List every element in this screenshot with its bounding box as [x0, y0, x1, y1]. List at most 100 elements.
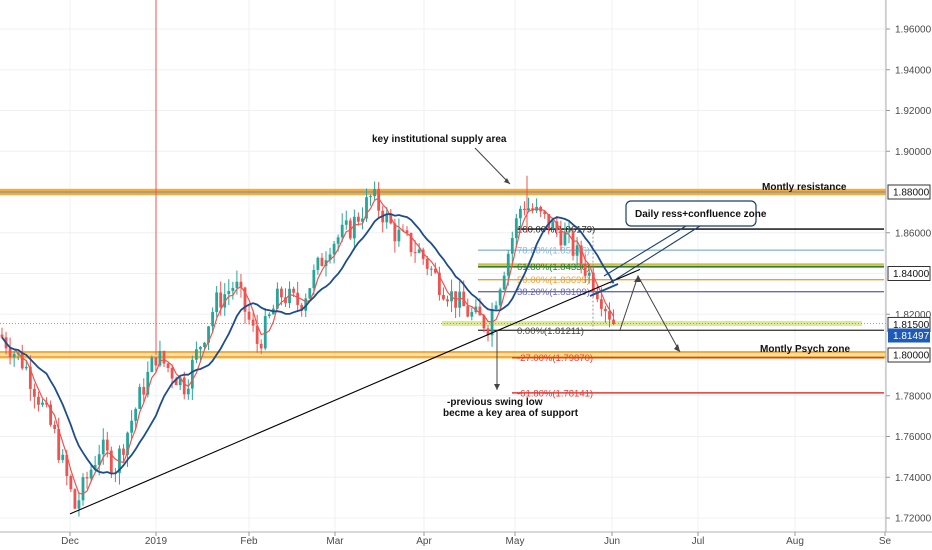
candle-body	[433, 268, 437, 273]
ascending-trendline	[69, 268, 641, 515]
candle-body	[211, 312, 214, 327]
candle-body	[308, 288, 312, 299]
candle-body	[49, 404, 52, 425]
candle-body	[361, 218, 364, 222]
time-tick-label: Apr	[416, 536, 432, 547]
annotation-psych-zone: Montly Psych zone	[760, 344, 850, 355]
annotation-support: becme a key area of support	[443, 408, 579, 419]
candle-body	[154, 357, 158, 366]
candle-body	[142, 386, 146, 395]
annotation-monthly-resistance: Montly resistance	[762, 182, 847, 193]
candle-body	[442, 294, 445, 300]
fib-level-label: 61.80%(1.84336)	[517, 262, 590, 273]
price-tag-label: 1.80000	[893, 351, 930, 362]
candle-body	[595, 292, 599, 300]
current-price-box	[888, 328, 930, 343]
candle-body	[134, 408, 138, 421]
candle-body	[519, 208, 522, 219]
candle-body	[336, 237, 340, 244]
arrow-head	[504, 178, 510, 184]
candle-body	[61, 454, 65, 460]
time-tick-label: Aug	[786, 536, 804, 547]
time-axis[interactable]: Dec 2019 Feb Mar Apr May Jun Jul Aug Se	[61, 532, 892, 547]
candle-body	[77, 500, 81, 509]
candle-body	[292, 288, 295, 293]
candle-body	[373, 188, 376, 197]
candle-body	[478, 306, 482, 316]
price-tag-box	[887, 266, 931, 281]
price-tag-label: 1.84000	[893, 269, 930, 280]
time-tick-label: Se	[879, 536, 892, 547]
candle-body	[409, 233, 413, 253]
candle-body	[320, 257, 324, 267]
candle-body	[53, 424, 57, 429]
candle-body	[45, 402, 48, 405]
fib-level-label: -27.00%(1.79870)	[517, 353, 593, 364]
candle-body	[207, 326, 210, 343]
candle-body	[304, 298, 308, 311]
candle-body	[41, 402, 44, 405]
candle-body	[587, 272, 591, 276]
candle-body	[466, 306, 470, 317]
candle-body	[57, 428, 61, 460]
candle-body	[300, 304, 304, 311]
annotation-daily-ress: Daily ress+confluence zone	[635, 209, 767, 220]
price-tag-box	[887, 347, 931, 363]
candle-body	[203, 342, 206, 348]
candle-body	[130, 420, 133, 433]
price-tag-label: 1.88000	[893, 188, 930, 199]
time-tick-label: Feb	[240, 536, 258, 547]
price-tick-label: 1.76000	[895, 432, 932, 443]
arrow-head	[634, 276, 641, 282]
candle-body	[365, 197, 368, 219]
candle-body	[357, 216, 360, 222]
price-tick-label: 1.82000	[895, 310, 932, 321]
candle-body	[243, 287, 247, 312]
candle-body	[235, 281, 239, 288]
candle-body	[369, 196, 372, 198]
candle-body	[567, 231, 571, 233]
fibonacci-retracement[interactable]: 100.00%(1.86179)78.60%(1.85146)61.80%(1.…	[478, 225, 884, 400]
candle-body	[166, 363, 170, 368]
candle-body	[146, 371, 150, 395]
candle-body	[158, 351, 162, 366]
grid-lines	[0, 0, 886, 532]
candle-body	[438, 272, 441, 295]
candle-body	[276, 288, 279, 309]
candle-body	[523, 208, 526, 211]
candle-body	[0, 334, 4, 338]
candle-body	[600, 299, 603, 309]
candle-body	[267, 314, 271, 317]
candle-body	[239, 281, 243, 288]
candle-body	[190, 359, 194, 389]
arrow-head	[494, 384, 500, 390]
monthly-psych-zone	[0, 351, 886, 359]
candle-body	[162, 351, 166, 364]
price-axis[interactable]: 1.96000 1.94000 1.92000 1.90000 1.86000 1.820…	[886, 25, 932, 525]
candle-body	[122, 448, 125, 455]
candle-body	[446, 299, 449, 302]
horizontal-zones	[0, 188, 886, 359]
candle-body	[575, 245, 579, 256]
candle-body	[571, 231, 575, 256]
candle-body	[608, 311, 611, 320]
candle-body	[555, 221, 559, 231]
candle-body	[255, 325, 259, 344]
time-tick-label: Dec	[61, 536, 79, 547]
annotation-swing-low: -previous swing low	[447, 397, 543, 408]
callout-pointer	[609, 225, 701, 284]
drawings[interactable]	[69, 147, 701, 515]
candle-body	[502, 275, 506, 290]
price-tick-label: 1.96000	[895, 25, 932, 36]
time-tick-label: Jun	[604, 536, 620, 547]
candle-body	[199, 347, 202, 350]
candle-body	[24, 366, 28, 369]
annotation-callout-box[interactable]	[625, 200, 757, 227]
candle-body	[506, 253, 510, 276]
price-tick-label: 1.90000	[895, 147, 932, 158]
price-tick-label: 1.92000	[895, 106, 932, 117]
candle-body	[85, 477, 89, 479]
candle-body	[559, 230, 563, 246]
